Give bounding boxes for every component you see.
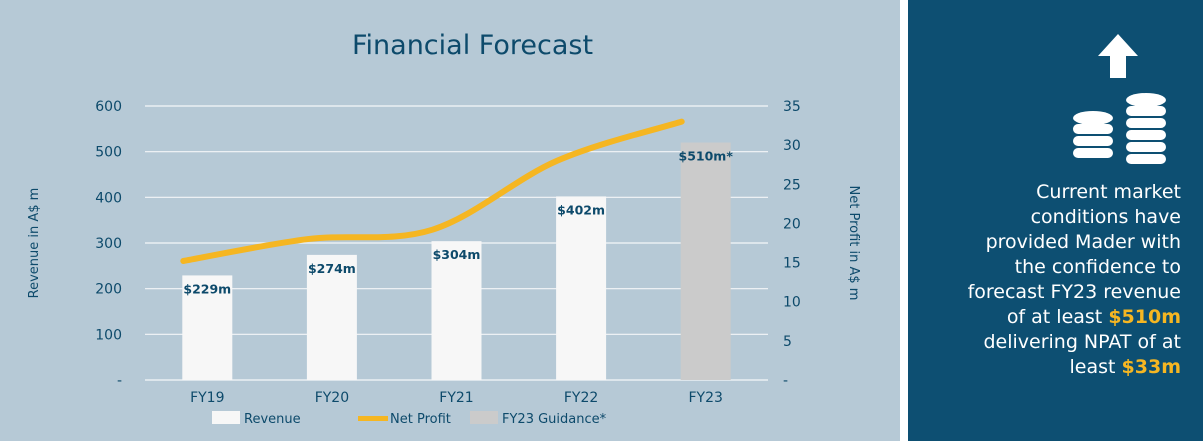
net-profit-line xyxy=(180,118,685,265)
side-line-1: Current market xyxy=(1036,181,1181,203)
side-line-7: delivering NPAT of at xyxy=(983,331,1181,353)
legend-swatch xyxy=(212,411,240,424)
side-line-6-text: of at least xyxy=(1006,306,1109,328)
chart-panel: Financial Forecast - 100 200 300 400 500 600 - 5… xyxy=(0,0,900,441)
bar-data-label: $229m xyxy=(183,281,231,296)
y-tick-label: 600 xyxy=(95,99,122,115)
y2-tick-label: - xyxy=(783,373,788,389)
y-tick-label: 100 xyxy=(95,327,122,343)
legend-label: FY23 Guidance* xyxy=(502,412,607,427)
x-tick-label: FY22 xyxy=(564,390,598,406)
y2-tick-label: 35 xyxy=(783,99,801,115)
y2-tick-label: 15 xyxy=(783,256,801,272)
bar-fy20 xyxy=(306,254,357,380)
x-tick-label: FY20 xyxy=(315,390,349,406)
legend-label: Revenue xyxy=(244,412,301,427)
y-axis-title: Revenue in A$ m xyxy=(27,188,42,299)
y-tick-label: 400 xyxy=(95,190,122,206)
npat-highlight: $33m xyxy=(1121,356,1181,378)
side-text: Current market conditions have provided … xyxy=(911,180,1181,380)
side-line-6: of at least $510m xyxy=(911,305,1181,330)
chart-title: Financial Forecast xyxy=(351,30,594,61)
bar-fy19 xyxy=(182,275,233,380)
legend-label: Net Profit xyxy=(390,412,451,427)
side-line-2: conditions have xyxy=(1030,206,1181,228)
revenue-highlight: $510m xyxy=(1108,306,1181,328)
bar-data-label: $274m xyxy=(308,261,356,276)
bar-fy21 xyxy=(431,241,482,380)
y2-tick-label: 10 xyxy=(783,295,801,311)
y-tick-label: 300 xyxy=(95,236,122,252)
side-line-4: the confidence to xyxy=(1014,256,1181,278)
y-tick-label: 200 xyxy=(95,282,122,298)
bar-data-label: $402m xyxy=(557,202,605,217)
y2-tick-label: 30 xyxy=(783,138,801,154)
side-line-3: provided Mader with xyxy=(985,231,1181,253)
y-tick-label: 500 xyxy=(95,145,122,161)
side-line-8-text: least xyxy=(1069,356,1122,378)
bar-data-label: $510m* xyxy=(679,149,734,164)
x-tick-label: FY23 xyxy=(688,390,722,406)
side-line-5: forecast FY23 revenue xyxy=(967,281,1181,303)
legend-swatch xyxy=(470,411,498,424)
bar-fy23 xyxy=(680,142,731,380)
bar-data-label: $304m xyxy=(433,247,481,262)
x-tick-label: FY21 xyxy=(439,390,473,406)
legend-swatch xyxy=(358,416,388,421)
side-line-8: least $33m xyxy=(911,355,1181,380)
y2-tick-label: 25 xyxy=(783,177,801,193)
chart-svg: - 100 200 300 400 500 600 - 5 10 15 20 25 30 35 $229m $2… xyxy=(27,99,861,427)
bar-fy22 xyxy=(556,196,607,380)
y-tick-label: - xyxy=(117,373,122,389)
y2-tick-label: 20 xyxy=(783,216,801,232)
money-stack-up-arrow-icon xyxy=(1073,34,1166,164)
y2-tick-label: 5 xyxy=(783,334,792,350)
y2-axis-title: Net Profit in A$ m xyxy=(846,186,861,301)
x-tick-label: FY19 xyxy=(190,390,224,406)
side-panel: Current market conditions have provided … xyxy=(908,0,1203,441)
